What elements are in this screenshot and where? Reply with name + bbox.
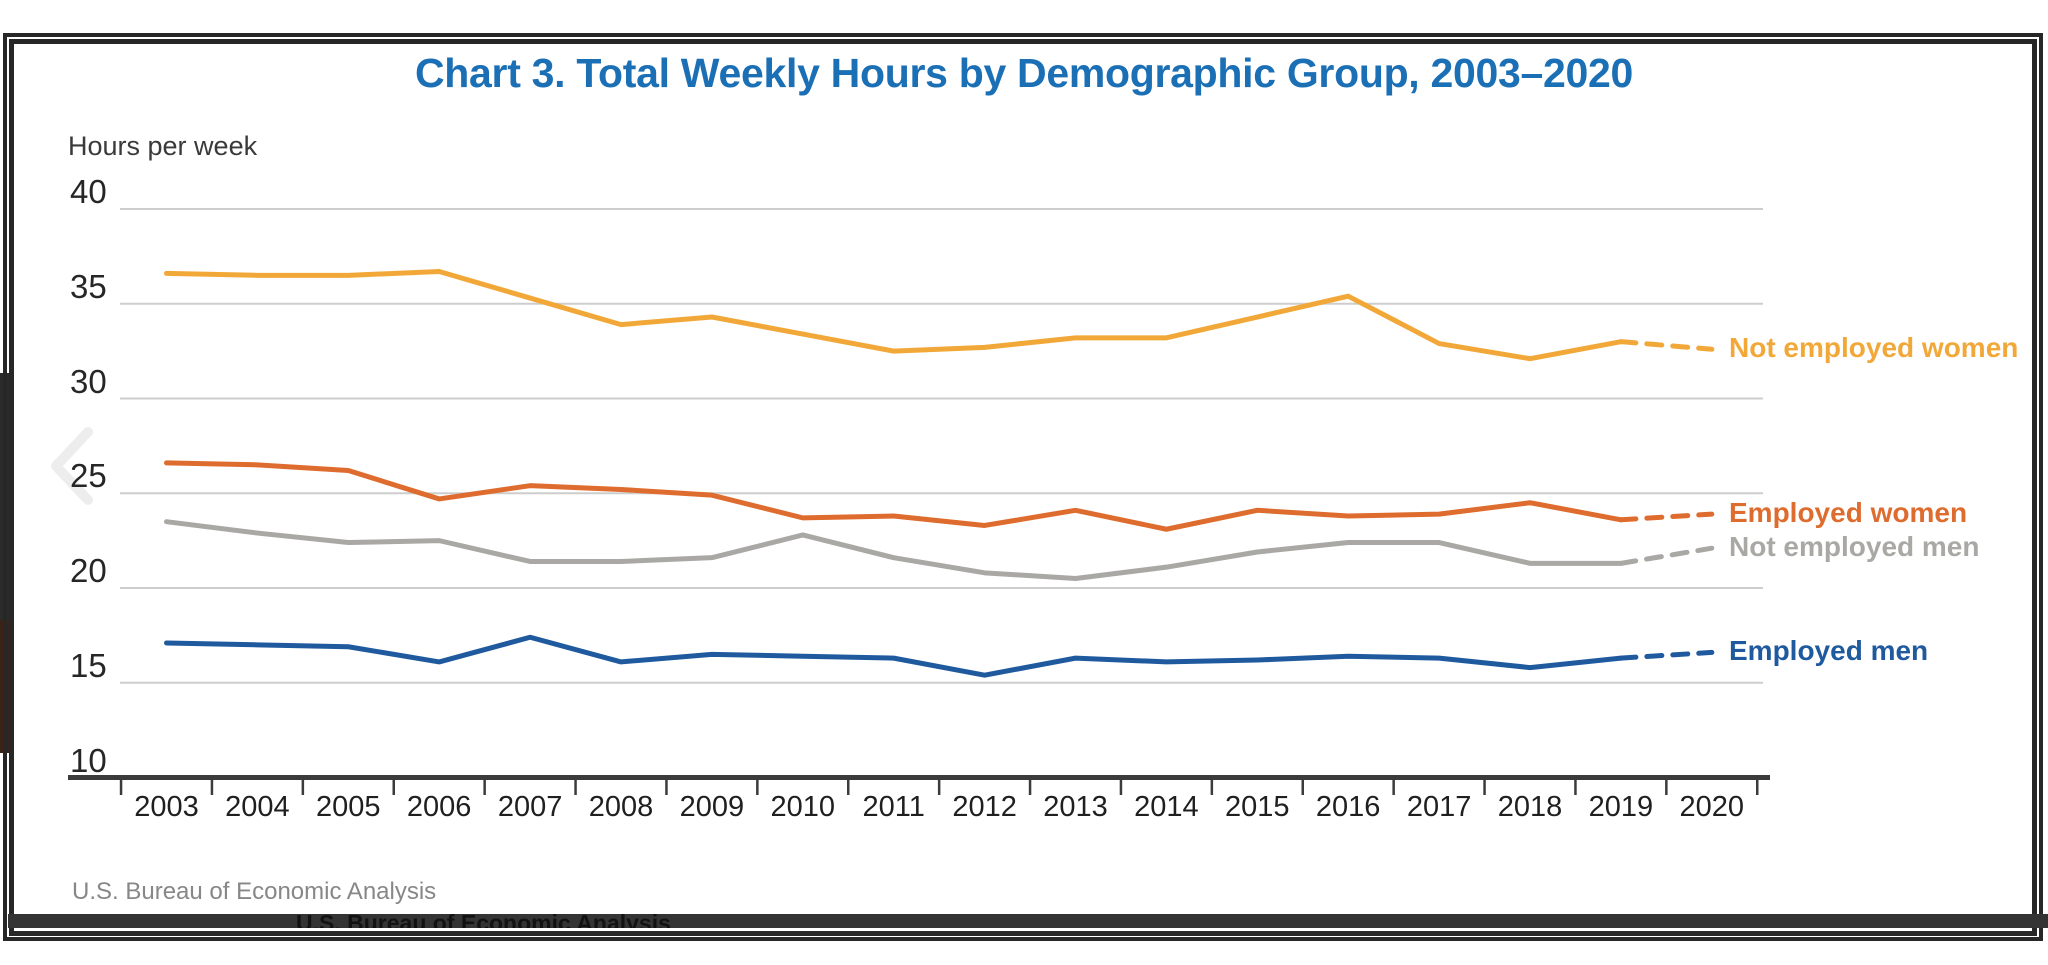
- line-employed-women: [164, 460, 1624, 532]
- x-axis-label: 2006: [406, 791, 472, 823]
- line-not-employed-men: [164, 519, 1624, 582]
- source-note: U.S. Bureau of Economic Analysis: [72, 878, 437, 905]
- x-axis-label: 2010: [770, 791, 836, 823]
- x-axis-label: 2012: [952, 791, 1017, 823]
- projection-not-employed-men: [1618, 545, 1715, 566]
- y-axis-label: 40: [70, 173, 107, 210]
- x-axis-label: 2014: [1134, 791, 1199, 823]
- x-axis-label: 2017: [1406, 791, 1472, 823]
- x-axis-label: 2016: [1315, 791, 1381, 823]
- x-axis-label: 2015: [1225, 791, 1290, 823]
- x-axis-label: 2009: [679, 791, 745, 823]
- x-axis-label: 2005: [316, 791, 381, 823]
- legend-employed-women: Employed women: [1729, 497, 1968, 529]
- carousel-previous-icon[interactable]: [44, 424, 108, 508]
- chart-card: [9, 39, 2037, 936]
- y-axis-label: 20: [70, 552, 107, 589]
- y-axis-label: 15: [70, 646, 107, 684]
- x-axis-label: 2008: [588, 791, 654, 823]
- x-axis-label: 2011: [862, 791, 925, 823]
- legend-not-employed-men: Not employed men: [1729, 531, 1980, 563]
- chart-title: Chart 3. Total Weekly Hours by Demograph…: [414, 50, 1634, 96]
- y-axis-label: 35: [70, 267, 107, 305]
- underlying-window-bar: U.S. Bureau of Economic Analysis: [8, 914, 2048, 928]
- ghost-source-note: U.S. Bureau of Economic Analysis: [296, 914, 671, 928]
- y-axis-label: 30: [70, 362, 107, 400]
- x-axis-label: 2007: [497, 791, 563, 823]
- projection-employed-men: [1618, 649, 1715, 661]
- x-axis-label: 2003: [134, 791, 199, 823]
- line-not-employed-women: [164, 269, 1624, 362]
- x-axis-label: 2019: [1588, 791, 1654, 823]
- legend-not-employed-women: Not employed women: [1729, 332, 2019, 364]
- y-axis-title: Hours per week: [68, 131, 258, 161]
- y-axis-label: 10: [70, 741, 107, 779]
- projection-employed-women: [1618, 511, 1715, 523]
- projection-not-employed-women: [1618, 339, 1715, 352]
- y-axis-label: 25: [70, 457, 107, 495]
- chevron-left-icon: [51, 427, 93, 505]
- x-axis-label: 2013: [1043, 791, 1108, 823]
- x-axis-label: 2004: [225, 791, 290, 823]
- window-outer-border: [3, 33, 2043, 941]
- legend-employed-men: Employed men: [1729, 635, 1929, 667]
- x-axis-label: 2020: [1679, 791, 1745, 823]
- x-axis-label: 2018: [1497, 791, 1563, 823]
- line-employed-men: [164, 634, 1624, 678]
